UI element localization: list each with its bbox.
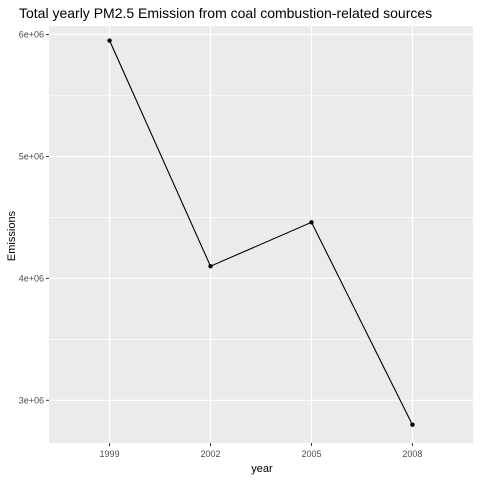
data-point: [208, 264, 213, 269]
y-axis-label: Emissions: [6, 210, 18, 261]
y-tick-label: 5e+06: [19, 151, 44, 161]
data-point: [410, 422, 415, 427]
grid-major: [49, 26, 473, 443]
y-tick-label: 4e+06: [19, 273, 44, 283]
series-line: [109, 40, 413, 425]
plot-panel: [49, 26, 473, 443]
y-axis-ticks: 3e+06 4e+06 5e+06 6e+06: [19, 30, 49, 405]
x-axis-label: year: [251, 463, 273, 475]
x-axis-ticks: 1999 2002 2005 2008: [100, 443, 422, 459]
chart-title: Total yearly PM2.5 Emission from coal co…: [19, 5, 432, 21]
series-points: [107, 38, 415, 427]
x-tick-label: 2005: [301, 449, 321, 459]
data-point: [107, 38, 112, 43]
grid-minor: [49, 95, 473, 340]
y-tick-label: 3e+06: [19, 395, 44, 405]
x-tick-label: 2008: [402, 449, 422, 459]
data-point: [309, 220, 314, 225]
x-tick-label: 1999: [100, 449, 120, 459]
x-tick-label: 2002: [201, 449, 221, 459]
y-tick-label: 6e+06: [19, 30, 44, 40]
